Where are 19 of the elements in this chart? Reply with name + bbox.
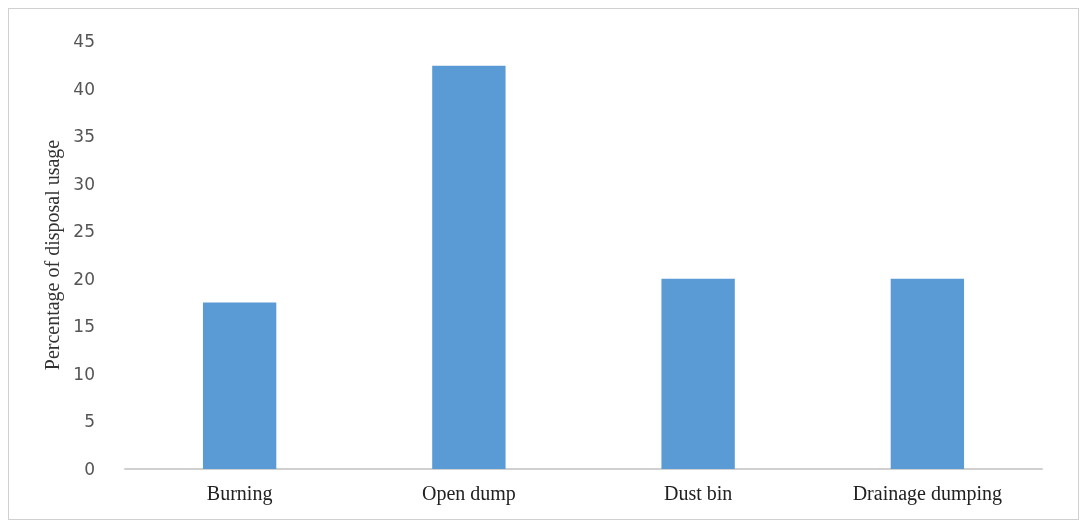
y-tick-label: 30 bbox=[73, 173, 95, 194]
y-axis-title: Percentage of disposal usage bbox=[41, 139, 65, 371]
x-tick-label: Open dump bbox=[421, 482, 516, 505]
y-tick-label: 15 bbox=[73, 316, 95, 337]
y-tick-label: 0 bbox=[84, 459, 95, 479]
y-tick-label: 20 bbox=[73, 268, 95, 289]
y-tick-label: 5 bbox=[84, 411, 95, 432]
y-tick-label: 35 bbox=[73, 126, 95, 147]
y-tick-label: 25 bbox=[73, 221, 95, 242]
x-tick-label: Drainage dumping bbox=[852, 482, 1003, 505]
bar bbox=[661, 278, 735, 469]
y-tick-label: 45 bbox=[73, 31, 95, 51]
bar bbox=[432, 65, 506, 469]
x-tick-label: Dust bin bbox=[663, 482, 733, 504]
y-tick-label: 10 bbox=[73, 363, 95, 384]
bar bbox=[202, 302, 277, 469]
y-tick-label: 40 bbox=[73, 78, 95, 99]
bar bbox=[890, 278, 965, 469]
x-tick-label: Burning bbox=[206, 482, 273, 505]
